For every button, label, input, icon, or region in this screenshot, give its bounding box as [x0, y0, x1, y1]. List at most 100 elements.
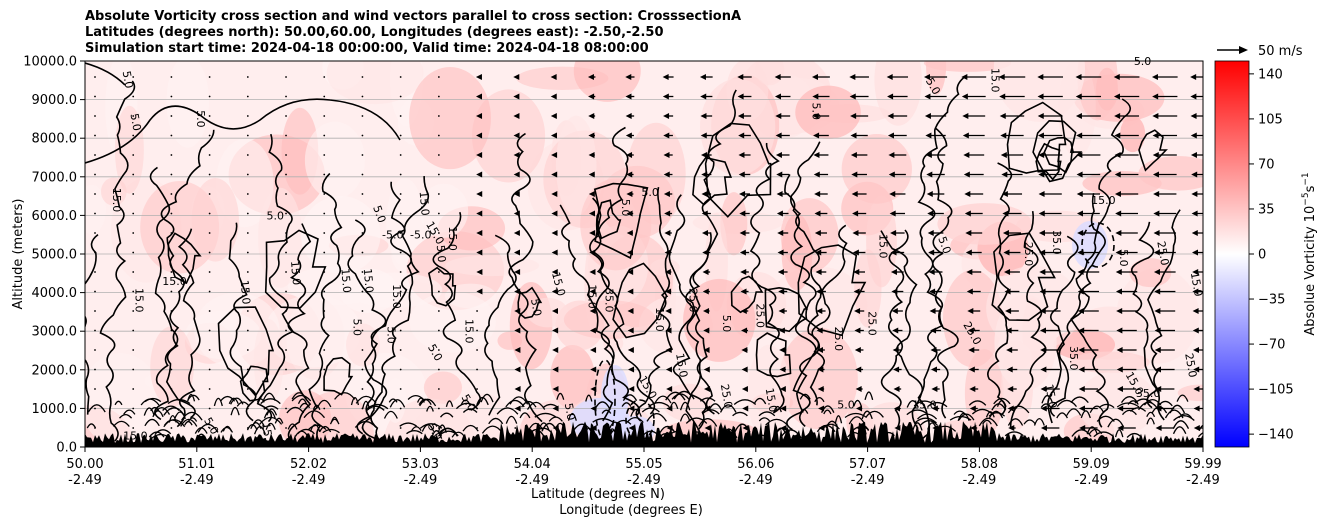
- terrain-contour-squiggle: [626, 417, 644, 423]
- wind-vector-dot: [132, 115, 135, 117]
- wind-vector-head: [625, 132, 632, 139]
- vorticity-patch: [1077, 370, 1157, 436]
- terrain-contour-squiggle: [329, 418, 340, 425]
- contour-loop: [239, 365, 269, 402]
- terrain-contour-squiggle: [914, 417, 937, 424]
- contour-label: 15.0: [673, 352, 690, 378]
- wind-vector-dot: [361, 76, 364, 78]
- wind-vector-head: [551, 308, 558, 314]
- terrain-contour-squiggle: [659, 425, 676, 433]
- wind-vector-dot: [361, 310, 364, 312]
- wind-vector-dot: [476, 368, 478, 371]
- terrain-contour-squiggle: [1007, 405, 1030, 414]
- vorticity-patch: [1069, 351, 1150, 374]
- contour-label: 15.0: [338, 268, 353, 294]
- wind-vector-dot: [437, 154, 440, 156]
- wind-vector-dot: [437, 251, 440, 254]
- wind-vector-dot: [170, 115, 173, 117]
- wind-vector-head: [588, 171, 595, 178]
- wind-vector-dot: [437, 290, 440, 293]
- wind-vector-dot: [285, 193, 287, 195]
- wind-vector-head: [966, 269, 973, 275]
- contour-label: 25.0: [1022, 242, 1035, 267]
- wind-vector-dot: [285, 154, 287, 156]
- wind-vector-head: [1191, 230, 1198, 236]
- wind-vector-dot: [94, 212, 96, 215]
- vorticity-patch: [866, 195, 897, 288]
- wind-vector-dot: [323, 173, 326, 176]
- wind-vector-head: [1114, 191, 1121, 197]
- vorticity-patch: [191, 178, 239, 262]
- wind-vector-head: [475, 74, 482, 80]
- terrain-contour-squiggle: [609, 421, 621, 429]
- wind-vector-dot: [437, 173, 440, 176]
- wind-vector-head: [779, 347, 786, 353]
- wind-vector-head: [1192, 308, 1199, 314]
- terrain-contour-squiggle: [988, 410, 1004, 419]
- wind-vector-head: [1193, 386, 1200, 392]
- x-tick-label-latitude: 58.08: [961, 457, 998, 472]
- x-tick-label-longitude: -2.49: [404, 473, 438, 488]
- wind-vector-dot: [246, 232, 249, 234]
- terrain-contour-squiggle: [865, 410, 884, 418]
- terrain-contour-squiggle: [437, 424, 447, 433]
- negative-contour: [1081, 222, 1115, 268]
- wind-vector-dot: [170, 173, 173, 176]
- contour-line: [308, 172, 343, 445]
- x-tick-label-longitude: -2.49: [963, 473, 997, 488]
- contour-loop: [991, 232, 1056, 322]
- wind-vector-head: [552, 347, 559, 353]
- terrain-contour-squiggle: [1126, 432, 1143, 438]
- wind-vector-head: [1191, 249, 1198, 256]
- wind-vector-head: [664, 249, 671, 256]
- wind-vector-head: [1151, 74, 1158, 80]
- terrain-contour-squiggle: [534, 412, 557, 418]
- wind-vector-dot: [476, 310, 478, 312]
- contour-label: 15.0: [417, 191, 432, 217]
- contour-line: [1009, 210, 1047, 428]
- wind-vector-dot: [94, 388, 96, 390]
- terrain-contour-squiggle: [988, 412, 1006, 417]
- wind-vector-head: [703, 347, 710, 353]
- wind-vector-head: [476, 288, 483, 295]
- terrain-contour-squiggle: [847, 432, 862, 438]
- vorticity-patch: [85, 184, 106, 235]
- wind-vector-head: [551, 288, 558, 295]
- wind-vector-head: [776, 210, 783, 217]
- vorticity-patch: [258, 187, 303, 288]
- terrain-contour-squiggle: [119, 414, 133, 419]
- wind-vector-dot: [361, 134, 364, 137]
- x-axis-label-longitude: Longitude (degrees E): [559, 503, 703, 518]
- wind-vector-head: [627, 288, 634, 295]
- terrain-contour-squiggle: [419, 398, 437, 407]
- y-tick-label: 2000.0: [32, 363, 78, 378]
- contour-label: 5.0: [194, 110, 207, 128]
- wind-vector-head: [1115, 288, 1122, 295]
- wind-vector-dot: [323, 115, 326, 117]
- wind-vector-head: [961, 93, 968, 100]
- wind-vector-head: [925, 132, 932, 139]
- contour-label: 15.0: [653, 307, 666, 332]
- wind-vector-dot: [323, 388, 326, 390]
- wind-vector-head: [813, 132, 820, 139]
- terrain-contour-squiggle: [773, 405, 782, 413]
- vorticity-patch: [386, 178, 424, 267]
- wind-vector-dot: [208, 115, 211, 117]
- wind-vector-dot: [437, 388, 440, 390]
- vorticity-patch: [720, 192, 748, 256]
- wind-vector-head: [589, 249, 596, 256]
- wind-vector-head: [1006, 347, 1013, 353]
- contour-label: 5.0: [370, 204, 388, 225]
- terrain-contour-squiggle: [1056, 412, 1068, 419]
- wind-vector-head: [663, 152, 670, 158]
- wind-vector-head: [928, 269, 935, 275]
- terrain-contour-squiggle: [86, 423, 97, 429]
- wind-vector-head: [1078, 366, 1085, 373]
- wind-vector-head: [513, 74, 520, 80]
- wind-vector-head: [514, 386, 521, 392]
- terrain-contour-squiggle: [407, 395, 424, 400]
- terrain-contour-squiggle: [799, 408, 809, 414]
- wind-vector-head: [779, 386, 786, 392]
- wind-vector-dot: [285, 76, 287, 78]
- contour-label: 5.0: [935, 235, 953, 256]
